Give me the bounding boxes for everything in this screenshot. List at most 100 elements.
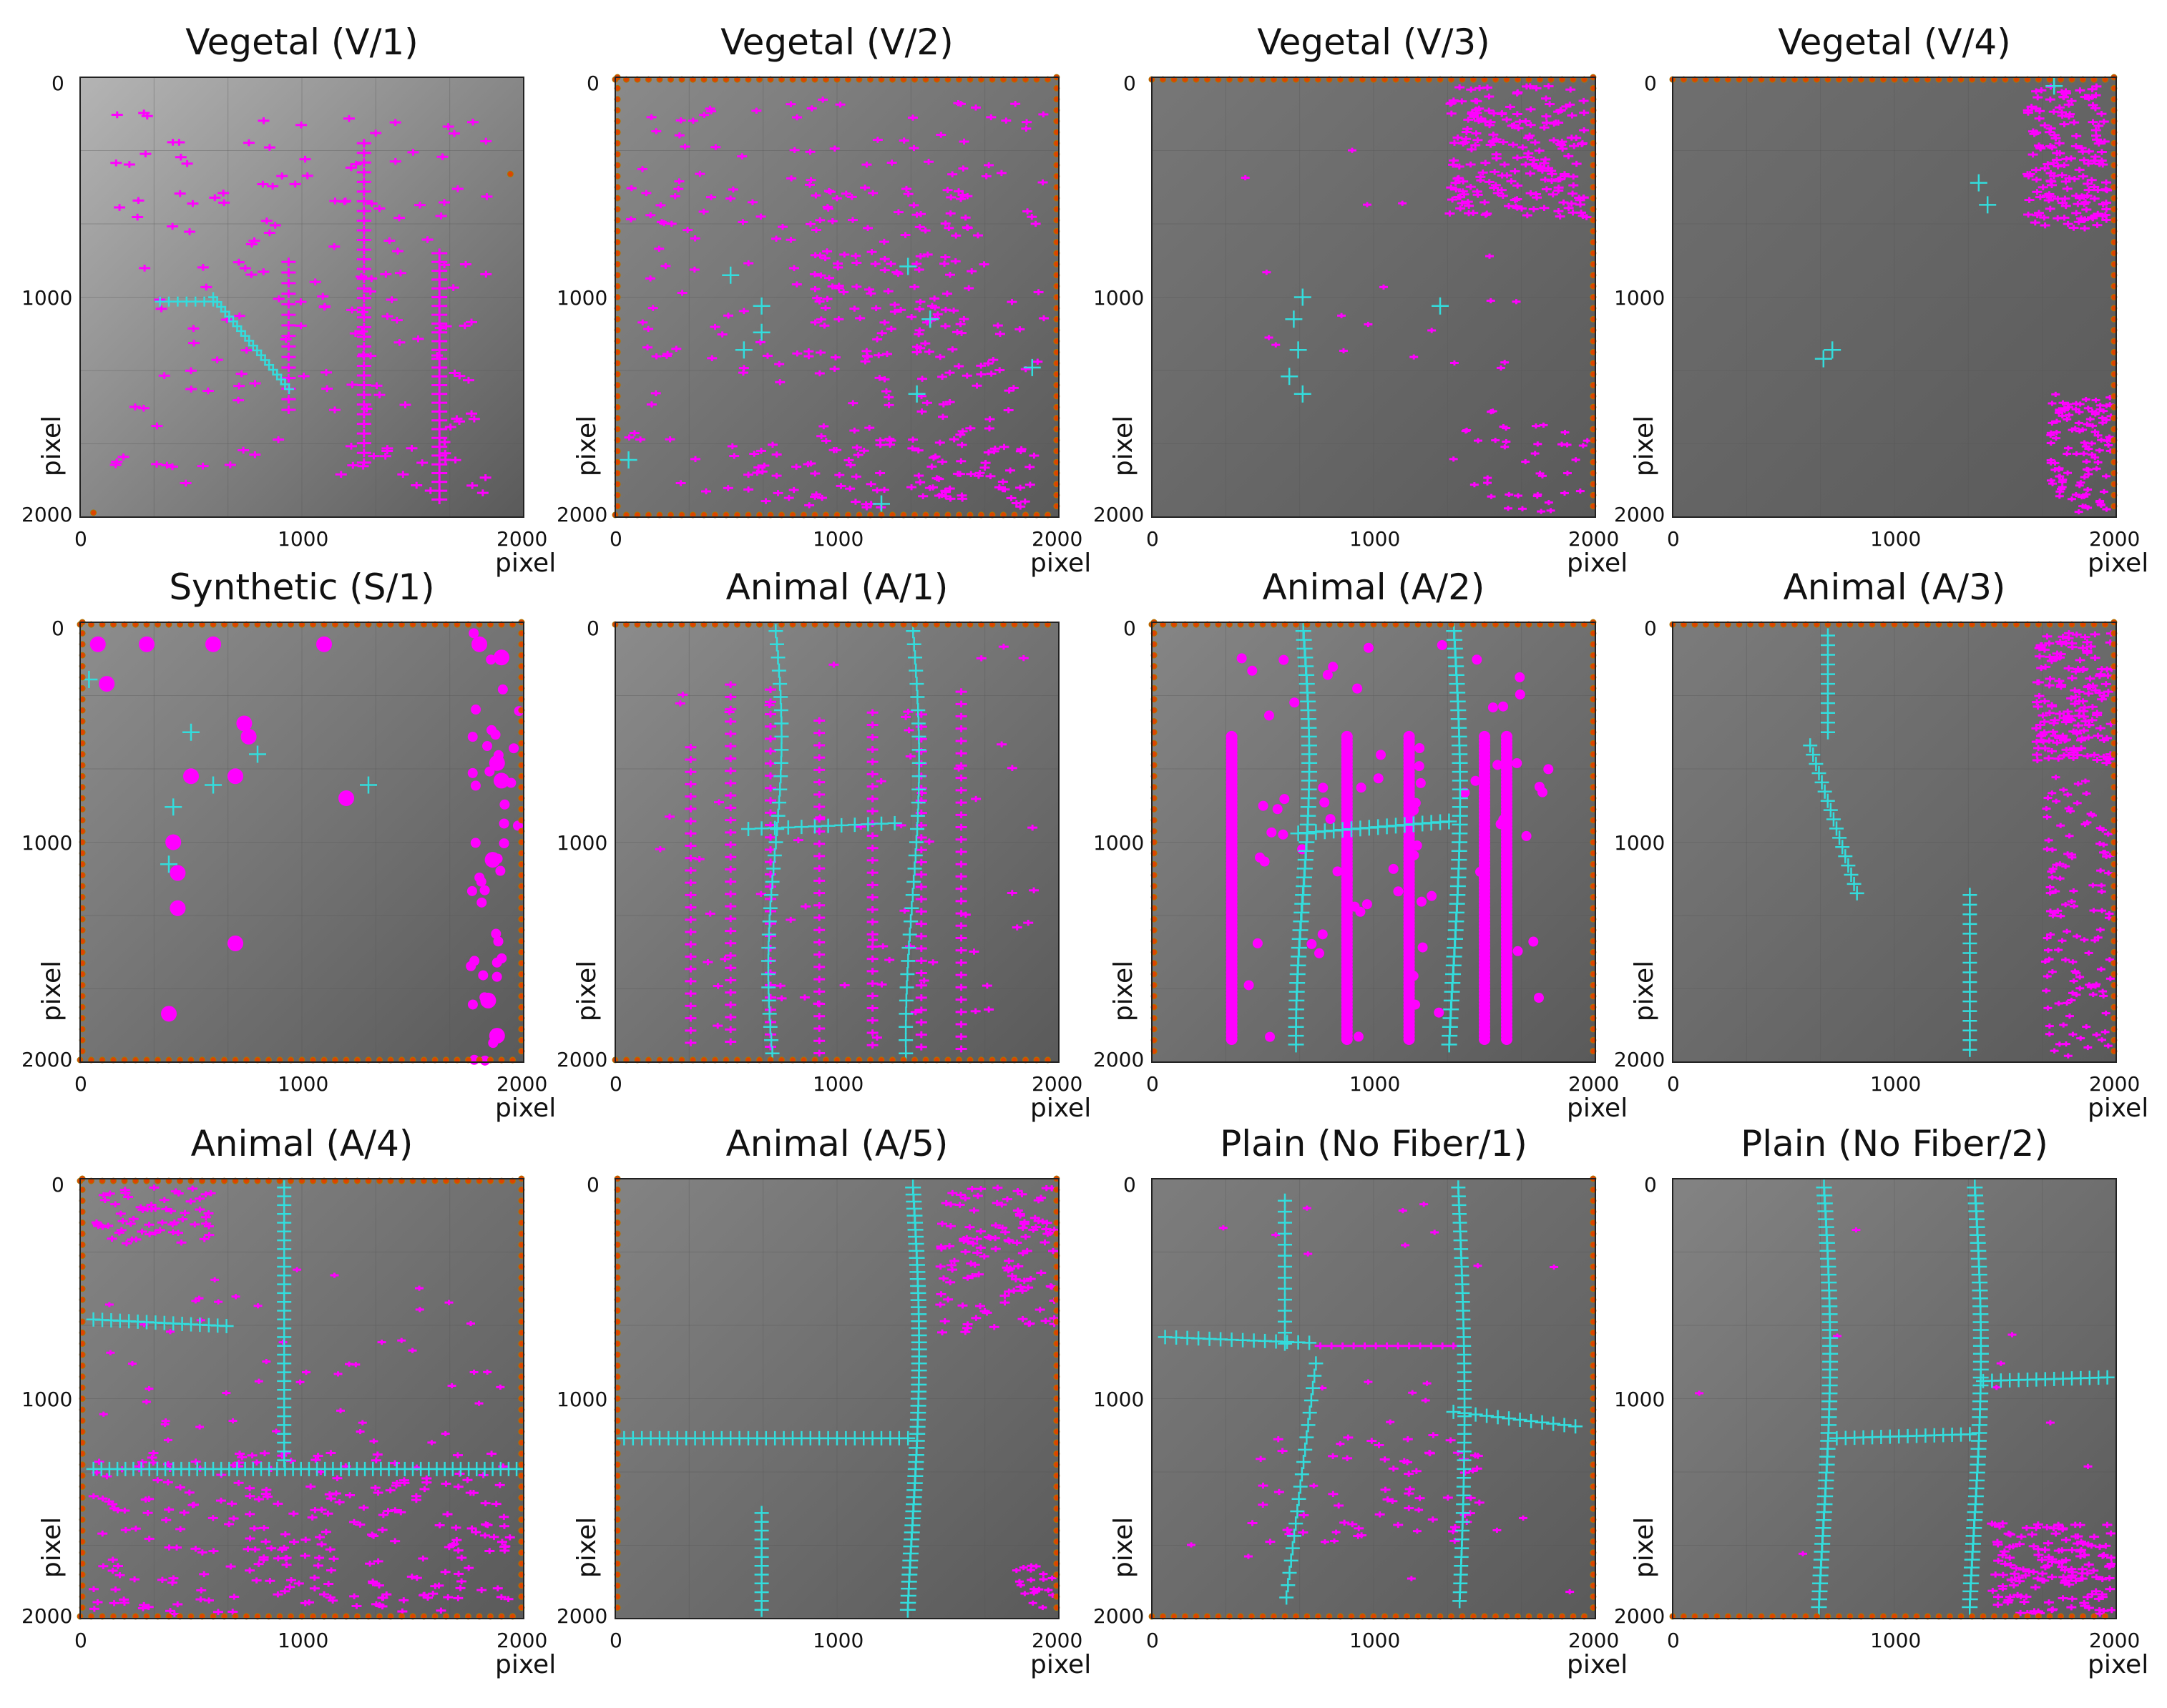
detection-marker	[793, 837, 803, 843]
detection-marker	[1445, 1437, 1456, 1443]
x-tick-label: 0	[610, 1629, 622, 1652]
detection-marker	[866, 1029, 879, 1036]
fiber-marker	[1502, 1411, 1517, 1426]
detection-marker	[1019, 1565, 1028, 1571]
detection-marker	[228, 1609, 238, 1615]
detection-marker	[2052, 862, 2061, 868]
detection-marker	[2098, 201, 2108, 207]
detection-blob	[1353, 1031, 1364, 1042]
detection-marker	[1537, 509, 1546, 514]
detection-marker	[2097, 883, 2106, 888]
detection-blob	[1247, 665, 1258, 676]
y-axis-label: pixel	[37, 1516, 67, 1579]
detection-marker	[169, 1611, 180, 1617]
detection-marker	[1470, 97, 1481, 104]
detection-blob	[1475, 866, 1486, 877]
detection-marker	[440, 1569, 451, 1576]
detection-marker	[1036, 1270, 1047, 1276]
detection-marker	[128, 1215, 139, 1222]
detection-marker	[372, 1451, 383, 1458]
fiber-marker	[1294, 1467, 1309, 1482]
detection-marker	[2093, 935, 2103, 941]
detection-marker	[866, 869, 879, 876]
fiber-marker	[172, 296, 183, 307]
fiber-marker	[1283, 1553, 1298, 1568]
detection-marker	[2063, 451, 2072, 457]
detection-marker	[816, 316, 826, 323]
detection-marker	[813, 778, 826, 786]
detection-marker	[2055, 1041, 2064, 1047]
detection-marker	[997, 1224, 1008, 1231]
detection-marker	[2079, 1599, 2090, 1606]
detection-marker	[326, 1496, 336, 1502]
detection-marker	[2078, 173, 2088, 180]
detection-marker	[2076, 480, 2085, 486]
detection-blob	[1328, 662, 1339, 672]
detection-marker	[2056, 823, 2065, 828]
detection-marker	[962, 224, 972, 231]
detection-marker	[1466, 146, 1477, 153]
detection-marker	[2060, 90, 2071, 97]
detection-blob	[316, 636, 332, 652]
detection-marker	[915, 908, 927, 916]
detection-marker	[165, 1329, 175, 1335]
detection-marker	[2033, 679, 2044, 686]
detection-marker	[280, 1588, 290, 1594]
fiber-marker	[509, 1461, 524, 1476]
detection-marker	[2092, 222, 2103, 228]
fiber-marker	[284, 384, 295, 395]
detection-marker	[2050, 732, 2060, 739]
detection-marker	[1997, 1520, 2008, 1527]
detection-marker	[356, 351, 371, 360]
detection-marker	[979, 261, 989, 268]
x-tick-label: 1000	[1349, 1072, 1401, 1096]
detection-marker	[2068, 959, 2078, 965]
detection-marker	[685, 780, 697, 788]
fiber-marker	[205, 776, 222, 794]
detection-marker	[765, 722, 776, 730]
x-tick-label: 2000	[1568, 527, 1620, 551]
detection-blob	[1356, 782, 1366, 793]
fiber-marker	[760, 953, 776, 968]
detection-marker	[955, 750, 967, 757]
fiber-marker	[1838, 849, 1853, 864]
detection-marker	[2101, 206, 2112, 212]
detection-blob	[509, 743, 519, 754]
detection-marker	[151, 461, 163, 468]
detection-marker	[2088, 1567, 2099, 1574]
detection-marker	[955, 1033, 967, 1041]
fiber-marker	[911, 755, 926, 770]
detection-marker	[862, 225, 873, 232]
x-axis-label: pixel	[495, 1650, 557, 1679]
fiber-marker	[1832, 830, 1847, 845]
detection-marker	[765, 747, 776, 755]
detection-marker	[132, 197, 145, 205]
detection-marker	[804, 502, 815, 509]
detection-marker	[104, 1302, 114, 1307]
detection-marker	[356, 458, 371, 467]
detection-marker	[431, 398, 448, 408]
detection-marker	[867, 936, 878, 943]
detection-marker	[2063, 220, 2073, 227]
detection-marker	[2070, 143, 2081, 149]
detection-marker	[279, 1544, 290, 1551]
detection-marker	[112, 1563, 123, 1569]
detection-blob	[183, 768, 199, 785]
detection-marker	[335, 471, 347, 478]
detection-marker	[705, 105, 715, 112]
detection-marker	[1576, 141, 1587, 147]
detection-marker	[2083, 406, 2093, 411]
detection-marker	[127, 1360, 137, 1367]
detection-marker	[1553, 185, 1564, 191]
detection-marker	[2027, 128, 2038, 134]
detection-marker	[2070, 426, 2080, 431]
detection-marker	[2040, 698, 2050, 705]
detection-marker	[809, 271, 820, 278]
detection-marker	[2058, 634, 2068, 640]
detection-marker	[813, 1049, 826, 1057]
detection-marker	[163, 1437, 172, 1443]
detection-marker	[2083, 1604, 2094, 1611]
detection-marker	[371, 1457, 381, 1463]
detection-marker	[2055, 684, 2066, 690]
fiber-marker	[360, 776, 377, 794]
